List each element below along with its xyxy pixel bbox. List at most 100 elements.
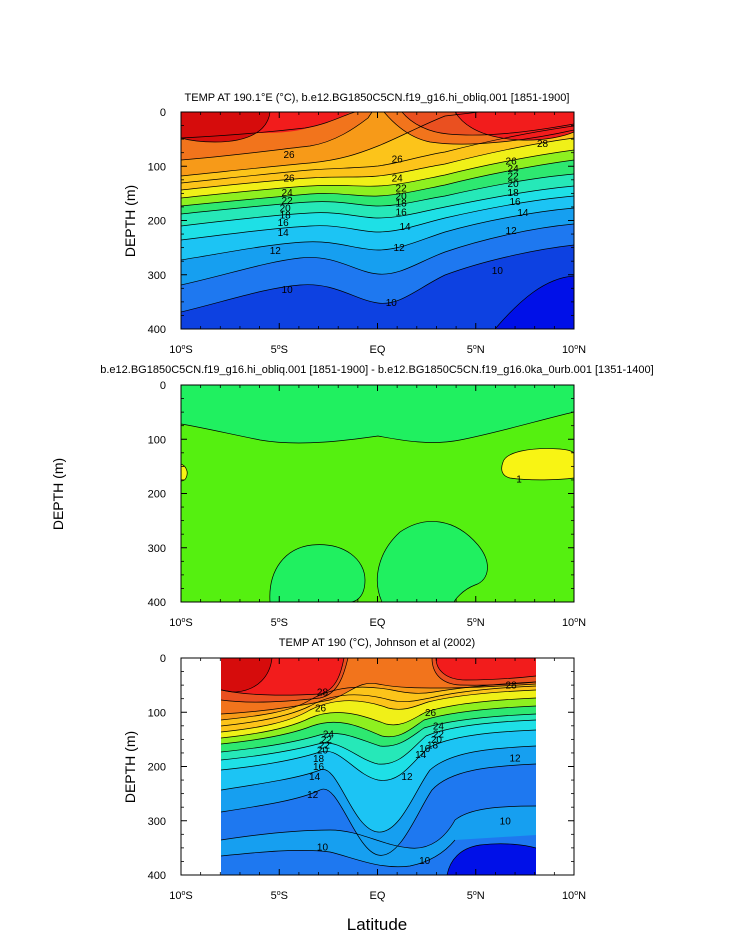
contour-label: 1: [516, 474, 522, 485]
x-tick-label: EQ: [370, 617, 386, 629]
contour-label: 10: [492, 266, 504, 277]
contour-label: 22: [282, 196, 294, 207]
contour-label: 18: [427, 740, 439, 751]
x-tick-label: EQ: [370, 890, 386, 902]
panel-3-contour-labels: 2826242222201816141210262422201816141210…: [307, 681, 521, 867]
y-tick-label: 200: [148, 489, 166, 501]
contour-label: 18: [280, 211, 292, 222]
contour-label: 20: [396, 192, 408, 203]
x-tick-label: 10oN: [562, 617, 586, 629]
x-tick-label: 10oN: [562, 344, 586, 356]
x-tick-label: 10oS: [169, 617, 193, 629]
x-tick-label: 10oS: [169, 890, 193, 902]
panel-2-title: b.e12.BG1850C5CN.f19_g16.hi_obliq.001 [1…: [100, 364, 653, 376]
contour-label: 26: [425, 708, 437, 719]
contour-label: 26: [315, 703, 327, 714]
contour-label: 16: [419, 744, 431, 755]
x-tick-label: EQ: [370, 344, 386, 356]
contour-label: 20: [280, 204, 292, 215]
contour-label: 26: [506, 156, 518, 167]
contour-label: 12: [509, 753, 521, 764]
y-tick-label: 0: [160, 380, 166, 392]
x-tick-label: 5oS: [271, 890, 288, 902]
panel-1-title: TEMP AT 190.1°E (°C), b.e12.BG1850C5CN.f…: [185, 92, 570, 104]
contour-label: 28: [317, 688, 329, 699]
y-tick-label: 100: [148, 707, 166, 719]
contour-label: 24: [323, 729, 335, 740]
panel-2-ylabel: DEPTH (m): [50, 458, 66, 530]
contour-label: 20: [317, 746, 329, 757]
contour-label: 12: [401, 772, 413, 783]
contour-label: 28: [537, 139, 549, 150]
contour-label: 18: [396, 199, 408, 210]
panel-1-contour-labels: 2626242220181614121026242220181614121026…: [270, 139, 549, 309]
y-tick-label: 300: [148, 543, 166, 555]
x-axis-label: Latitude: [347, 915, 408, 934]
panel-3-ylabel: DEPTH (m): [122, 731, 138, 803]
contour-label: 24: [282, 188, 294, 199]
contour-label: 16: [396, 207, 408, 218]
contour-label: 26: [284, 150, 296, 161]
contour-label: 28: [506, 681, 518, 692]
x-tick-label: 5oS: [271, 344, 288, 356]
panel-2-axes: 10oS 5oS EQ 5oN 10oN 0 100 200 300 400: [148, 380, 586, 629]
x-tick-label: 5oN: [467, 344, 485, 356]
panel-1-axes: 10oS 5oS EQ 5oN 10oN 0 100 200 300 400: [148, 107, 586, 356]
contour-label: 10: [386, 298, 398, 309]
panel-model: TEMP AT 190.1°E (°C), b.e12.BG1850C5CN.f…: [122, 92, 586, 356]
contour-label: 14: [399, 222, 411, 233]
contour-label: 24: [433, 721, 445, 732]
y-tick-label: 200: [148, 762, 166, 774]
contour-label: 14: [517, 208, 529, 219]
contour-label: 22: [433, 729, 445, 740]
panel-difference: b.e12.BG1850C5CN.f19_g16.hi_obliq.001 [1…: [50, 364, 654, 629]
x-tick-label: 5oS: [271, 617, 288, 629]
contour-label: 12: [307, 790, 319, 801]
contour-label: 24: [508, 164, 520, 175]
panel-3-title: TEMP AT 190 (°C), Johnson et al (2002): [279, 637, 475, 649]
panel-1-ylabel: DEPTH (m): [122, 185, 138, 257]
y-tick-label: 400: [148, 597, 166, 609]
y-tick-label: 100: [148, 161, 166, 173]
panel-2-fill: [181, 385, 574, 602]
contour-label: 10: [282, 285, 294, 296]
contour-label: 22: [396, 183, 408, 194]
contour-label: 18: [508, 188, 520, 199]
y-tick-label: 200: [148, 216, 166, 228]
contour-label: 14: [278, 228, 290, 239]
contour-label: 14: [309, 772, 321, 783]
panel-2-contour-labels: 1: [516, 474, 522, 485]
panel-3-axes: 10oS 5oS EQ 5oN 10oN 0 100 200 300 400: [148, 653, 586, 902]
y-tick-label: 300: [148, 816, 166, 828]
contour-label: 10: [317, 842, 329, 853]
contour-label: 12: [270, 246, 282, 257]
panel-observations: TEMP AT 190 (°C), Johnson et al (2002): [122, 637, 586, 902]
contour-label: 10: [500, 816, 512, 827]
x-tick-label: 10oS: [169, 344, 193, 356]
contour-label: 22: [321, 735, 333, 746]
contour-label: 14: [415, 750, 427, 761]
contour-label: 16: [278, 218, 290, 229]
y-tick-label: 400: [148, 870, 166, 882]
panel-3-fill: [221, 658, 536, 875]
contour-label: 20: [431, 735, 443, 746]
contour-label: 12: [506, 226, 518, 237]
contour-label: 24: [392, 174, 404, 185]
contour-label: 20: [508, 179, 520, 190]
contour-label: 22: [508, 172, 520, 183]
contour-label: 26: [392, 155, 404, 166]
x-tick-label: 5oN: [467, 890, 485, 902]
contour-label: 18: [313, 754, 325, 765]
contour-label: 16: [313, 762, 325, 773]
y-tick-label: 0: [160, 653, 166, 665]
contour-label: 16: [509, 197, 521, 208]
contour-label: 10: [419, 856, 431, 867]
x-tick-label: 10oN: [562, 890, 586, 902]
y-tick-label: 300: [148, 270, 166, 282]
x-tick-label: 5oN: [467, 617, 485, 629]
panel-1-fill: [181, 112, 574, 329]
y-tick-label: 0: [160, 107, 166, 119]
y-tick-label: 100: [148, 434, 166, 446]
contour-label: 26: [284, 174, 296, 185]
